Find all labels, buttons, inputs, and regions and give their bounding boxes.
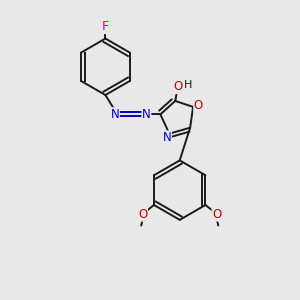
Text: O: O bbox=[173, 80, 182, 94]
Text: O: O bbox=[194, 99, 203, 112]
Text: O: O bbox=[212, 208, 221, 221]
Text: N: N bbox=[163, 131, 171, 144]
Text: F: F bbox=[102, 20, 109, 33]
Text: N: N bbox=[111, 108, 119, 121]
Text: O: O bbox=[138, 208, 147, 221]
Text: N: N bbox=[142, 108, 151, 121]
Text: H: H bbox=[184, 80, 192, 90]
